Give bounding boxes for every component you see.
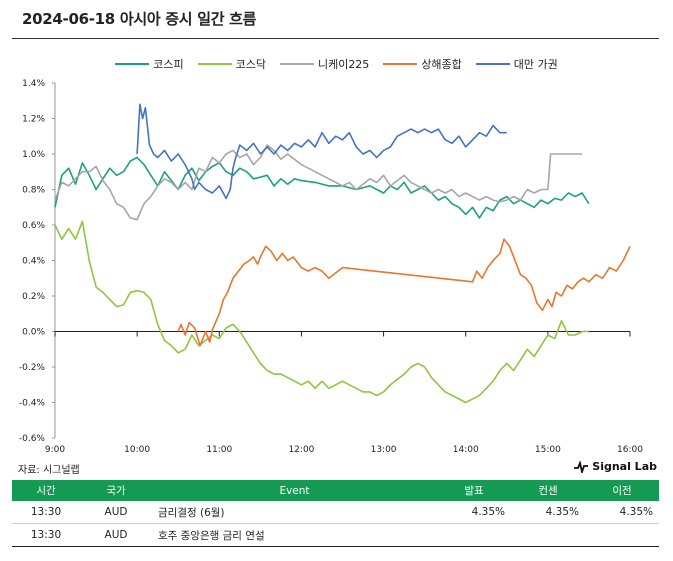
cell-event: 금리결정 (6월) [152, 501, 437, 524]
y-tick-label: 0.4% [22, 257, 45, 267]
series-line-1 [54, 156, 590, 219]
legend-label: 코스피 [153, 58, 184, 71]
y-tick-label: -0.4% [19, 399, 46, 409]
x-tick-label: 12:00 [288, 445, 314, 455]
source-note: 자료: 시그널랩 [18, 465, 80, 476]
x-tick-label: 15:00 [535, 445, 561, 455]
series-line-3 [54, 144, 583, 221]
x-tick-label: 10:00 [124, 445, 150, 455]
legend-item-kospi: 코스피 [115, 56, 184, 72]
legend-item-shanghai: 상해종합 [383, 56, 462, 72]
y-tick-label: 0.8% [22, 186, 45, 196]
cell-event: 호주 중앙은행 금리 연설 [152, 523, 437, 547]
legend-swatch [115, 63, 150, 65]
y-tick-label: -0.6% [19, 434, 46, 444]
legend-swatch [383, 63, 418, 65]
y-tick-label: 0.6% [22, 221, 45, 231]
chart-legend: 코스피 코스닥 니케이225 상해종합 대만 가권 [0, 56, 673, 72]
page-title: 2024-06-18 아시아 증시 일간 흐름 [22, 10, 257, 28]
x-tick-label: 9:00 [45, 445, 65, 455]
series-line-2 [54, 220, 589, 404]
x-tick-label: 14:00 [453, 445, 479, 455]
series-line-4 [177, 238, 631, 347]
cell-consensus [511, 523, 585, 547]
economic-events-table: 시간 국가 Event 발표 컨센 이전 13:30 AUD 금리결정 (6월)… [12, 480, 659, 547]
table-row: 13:30 AUD 금리결정 (6월) 4.35% 4.35% 4.35% [12, 501, 659, 524]
table-row: 13:30 AUD 호주 중앙은행 금리 연설 [12, 523, 659, 547]
column-header-previous: 이전 [585, 480, 659, 501]
cell-time: 13:30 [12, 523, 80, 547]
cell-country: AUD [80, 501, 152, 524]
cell-country: AUD [80, 523, 152, 547]
legend-label: 코스닥 [235, 58, 266, 71]
legend-swatch [475, 63, 510, 65]
series-line-5 [136, 103, 507, 200]
y-tick-label: 1.4% [22, 79, 45, 89]
title-divider [12, 38, 659, 39]
y-tick-label: 0.2% [22, 292, 45, 302]
x-tick-label: 11:00 [206, 445, 232, 455]
line-chart: -0.6% -0.4% -0.2% 0.0% 0.2% 0.4% 0.6% 0.8% 1.0% 1… [19, 79, 643, 455]
legend-item-taiwan: 대만 가권 [475, 56, 558, 72]
column-header-event: Event [152, 480, 437, 501]
cell-time: 13:30 [12, 501, 80, 524]
column-header-time: 시간 [12, 480, 80, 501]
brand-logo: Signal Lab [574, 460, 657, 473]
y-tick-label: 1.0% [22, 150, 45, 160]
y-tick-label: 1.2% [22, 115, 45, 125]
x-tick-label: 16:00 [617, 445, 643, 455]
y-tick-label: 0.0% [22, 328, 45, 338]
table-header-row: 시간 국가 Event 발표 컨센 이전 [12, 480, 659, 501]
legend-swatch [279, 63, 314, 65]
cell-previous: 4.35% [585, 501, 659, 524]
legend-item-kosdaq: 코스닥 [197, 56, 266, 72]
legend-label: 대만 가권 [513, 58, 558, 71]
legend-label: 상해종합 [421, 58, 462, 71]
y-tick-label: -0.2% [19, 363, 46, 373]
legend-item-nikkei: 니케이225 [279, 56, 370, 72]
legend-swatch [197, 63, 232, 65]
x-tick-label: 13:00 [371, 445, 397, 455]
column-header-country: 국가 [80, 480, 152, 501]
brand-name: Signal Lab [592, 460, 657, 473]
legend-label: 니케이225 [317, 58, 370, 71]
cell-previous [585, 523, 659, 547]
pulse-icon [574, 460, 589, 473]
cell-actual: 4.35% [437, 501, 511, 524]
cell-actual [437, 523, 511, 547]
column-header-actual: 발표 [437, 480, 511, 501]
column-header-consensus: 컨센 [511, 480, 585, 501]
cell-consensus: 4.35% [511, 501, 585, 524]
